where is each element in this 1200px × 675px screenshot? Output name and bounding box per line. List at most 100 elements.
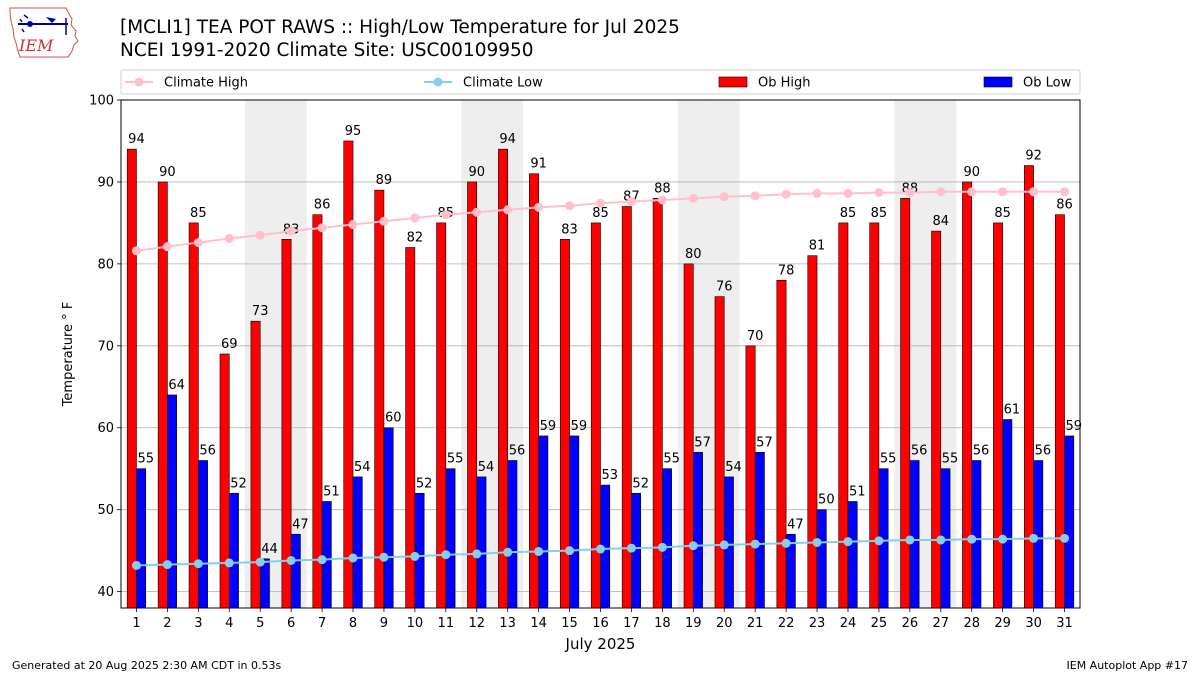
climate-low-point-day-21 bbox=[750, 539, 760, 549]
climate-low-point-day-26 bbox=[905, 535, 915, 545]
climate-low-point-day-23 bbox=[812, 537, 822, 547]
climate-high-point-day-10 bbox=[410, 213, 420, 223]
ob-low-label-day-5: 44 bbox=[261, 542, 278, 557]
y-tick-label-40: 40 bbox=[97, 585, 114, 600]
ob-low-label-day-11: 55 bbox=[447, 452, 464, 467]
ob-high-bar-day-27 bbox=[931, 230, 942, 609]
x-tick-label-11: 11 bbox=[438, 616, 455, 631]
climate-high-point-day-5 bbox=[255, 230, 265, 240]
ob-high-label-day-27: 84 bbox=[933, 214, 950, 229]
x-tick-label-25: 25 bbox=[871, 616, 888, 631]
climate-high-point-day-19 bbox=[688, 193, 698, 203]
x-tick-label-27: 27 bbox=[933, 616, 950, 631]
ob-low-bar-day-24 bbox=[847, 501, 858, 609]
x-tick-label-26: 26 bbox=[902, 616, 919, 631]
climate-low-point-day-6 bbox=[286, 555, 296, 565]
ob-low-label-day-30: 56 bbox=[1035, 444, 1052, 459]
ob-high-bar-day-3 bbox=[188, 222, 199, 609]
climate-low-point-day-30 bbox=[1029, 533, 1039, 543]
climate-high-point-day-7 bbox=[317, 223, 327, 233]
climate-low-point-day-25 bbox=[874, 536, 884, 546]
ob-low-bar-day-10 bbox=[414, 492, 425, 609]
ob-high-label-day-8: 95 bbox=[345, 124, 362, 139]
ob-low-label-day-28: 56 bbox=[973, 444, 990, 459]
ob-high-bar-day-28 bbox=[962, 181, 973, 609]
climate-low-point-day-29 bbox=[998, 534, 1008, 544]
climate-high-point-day-17 bbox=[626, 197, 636, 207]
x-axis-label: July 2025 bbox=[565, 635, 636, 653]
climate-high-point-day-13 bbox=[503, 205, 513, 215]
ob-low-bar-day-2 bbox=[167, 394, 177, 609]
climate-high-point-day-21 bbox=[750, 191, 760, 201]
ob-high-bar-day-4 bbox=[219, 353, 230, 609]
ob-low-label-day-22: 47 bbox=[787, 517, 804, 532]
chart-subtitle: NCEI 1991-2020 Climate Site: USC00109950 bbox=[120, 40, 534, 61]
climate-low-point-day-15 bbox=[565, 546, 575, 556]
climate-low-point-day-19 bbox=[688, 541, 698, 551]
ob-low-bar-day-29 bbox=[1002, 419, 1013, 609]
legend-box bbox=[120, 69, 1081, 95]
ob-high-label-day-24: 85 bbox=[840, 206, 857, 221]
ob-high-bar-day-6 bbox=[281, 238, 292, 609]
ob-high-label-day-7: 86 bbox=[314, 198, 331, 213]
climate-high-point-day-1 bbox=[131, 246, 141, 256]
ob-high-bar-day-19 bbox=[683, 263, 694, 609]
ob-high-label-day-20: 76 bbox=[716, 280, 733, 295]
ob-high-bar-day-13 bbox=[498, 148, 508, 609]
x-tick-label-3: 3 bbox=[194, 616, 202, 631]
ob-high-label-day-5: 73 bbox=[252, 304, 269, 319]
svg-text:IEM: IEM bbox=[18, 36, 54, 55]
ob-low-label-day-16: 53 bbox=[602, 468, 619, 483]
climate-low-point-day-18 bbox=[657, 542, 667, 552]
ob-low-label-day-27: 55 bbox=[942, 452, 959, 467]
ob-high-bar-day-14 bbox=[529, 173, 539, 609]
ob-low-label-day-1: 55 bbox=[137, 452, 154, 467]
x-tick-label-1: 1 bbox=[132, 616, 140, 631]
ob-low-label-day-10: 52 bbox=[416, 476, 433, 491]
ob-low-bar-day-4 bbox=[228, 492, 239, 609]
climate-high-point-day-20 bbox=[719, 192, 729, 202]
climate-low-point-day-17 bbox=[626, 543, 636, 553]
legend-climate-high-label: Climate High bbox=[164, 76, 248, 91]
climate-low-point-day-2 bbox=[162, 560, 172, 570]
ob-low-bar-day-15 bbox=[569, 435, 580, 609]
x-tick-label-22: 22 bbox=[778, 616, 795, 631]
legend-ob-low-label: Ob Low bbox=[1023, 76, 1072, 91]
climate-high-point-day-14 bbox=[534, 202, 544, 212]
climate-high-point-day-15 bbox=[565, 201, 575, 211]
x-tick-label-15: 15 bbox=[561, 616, 578, 631]
ob-low-label-day-18: 55 bbox=[663, 452, 680, 467]
climate-low-point-day-20 bbox=[719, 540, 729, 550]
ob-low-bar-day-21 bbox=[754, 452, 765, 609]
ob-low-bar-day-13 bbox=[507, 460, 518, 609]
ob-high-label-day-16: 85 bbox=[592, 206, 609, 221]
ob-low-label-day-2: 64 bbox=[168, 378, 185, 393]
y-tick-label-80: 80 bbox=[97, 257, 114, 272]
x-tick-label-4: 4 bbox=[225, 616, 233, 631]
ob-high-label-day-14: 91 bbox=[530, 157, 547, 172]
ob-low-label-day-19: 57 bbox=[694, 435, 711, 450]
ob-low-label-day-4: 52 bbox=[230, 476, 247, 491]
ob-low-label-day-9: 60 bbox=[385, 411, 402, 426]
ob-high-label-day-9: 89 bbox=[376, 173, 393, 188]
ob-low-label-day-21: 57 bbox=[756, 435, 773, 450]
ob-high-label-day-23: 81 bbox=[809, 239, 826, 254]
climate-low-point-day-10 bbox=[410, 551, 420, 561]
ob-low-label-day-8: 54 bbox=[354, 460, 371, 475]
ob-high-label-day-12: 90 bbox=[468, 165, 485, 180]
x-tick-label-6: 6 bbox=[287, 616, 295, 631]
ob-high-label-day-13: 94 bbox=[499, 132, 516, 147]
climate-high-point-day-9 bbox=[379, 216, 389, 226]
y-tick-label-90: 90 bbox=[97, 175, 114, 190]
ob-low-bar-day-7 bbox=[321, 501, 332, 609]
climate-high-point-day-16 bbox=[596, 198, 605, 208]
climate-high-point-day-18 bbox=[657, 195, 667, 205]
y-axis-label: Temperature ° F bbox=[61, 302, 76, 408]
ob-high-label-day-10: 82 bbox=[407, 230, 424, 245]
ob-low-bar-day-18 bbox=[662, 468, 672, 609]
x-tick-label-31: 31 bbox=[1056, 616, 1073, 631]
ob-high-bar-day-12 bbox=[467, 181, 478, 609]
chart-title: [MCLI1] TEA POT RAWS :: High/Low Tempera… bbox=[120, 17, 680, 38]
ob-low-bar-day-9 bbox=[383, 427, 394, 609]
climate-high-point-day-28 bbox=[967, 187, 977, 197]
